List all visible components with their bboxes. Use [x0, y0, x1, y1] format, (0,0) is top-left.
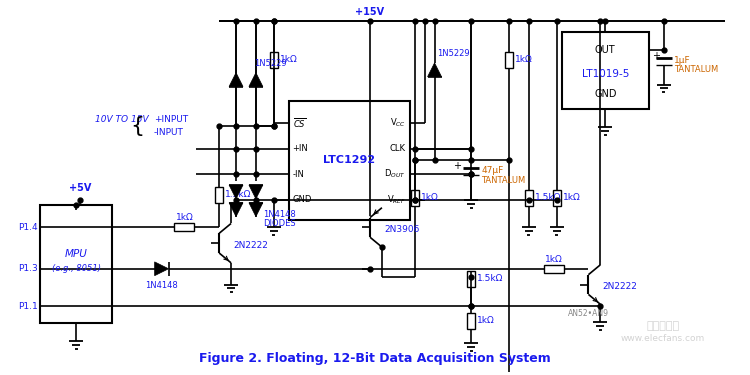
Bar [553, 190, 560, 206]
Polygon shape [229, 73, 243, 87]
Text: 1N5229: 1N5229 [254, 59, 286, 68]
Text: D$_{OUT}$: D$_{OUT}$ [384, 168, 406, 180]
Text: GND: GND [292, 195, 312, 204]
Text: www.elecfans.com: www.elecfans.com [621, 334, 705, 343]
Polygon shape [249, 203, 262, 217]
Text: 2N2222: 2N2222 [233, 241, 268, 250]
Bar [467, 313, 476, 329]
Text: AN52•AN9: AN52•AN9 [568, 309, 609, 318]
Bar [544, 265, 563, 273]
Text: 1kΩ: 1kΩ [421, 194, 439, 202]
Bar [270, 52, 278, 68]
Polygon shape [229, 203, 243, 217]
Text: P1.4: P1.4 [18, 223, 38, 232]
Polygon shape [249, 73, 262, 87]
Text: MPU: MPU [64, 249, 88, 259]
Text: +INPUT: +INPUT [154, 114, 188, 123]
Text: 1N4148: 1N4148 [262, 210, 296, 219]
Bar [562, 32, 649, 109]
Polygon shape [427, 63, 442, 76]
Text: Figure 2. Floating, 12-Bit Data Acquisition System: Figure 2. Floating, 12-Bit Data Acquisit… [200, 352, 550, 365]
Text: +: + [652, 51, 660, 61]
Text: 1kΩ: 1kΩ [562, 194, 580, 202]
Polygon shape [229, 185, 243, 199]
Text: 1.5kΩ: 1.5kΩ [477, 274, 503, 283]
Text: -INPUT: -INPUT [154, 128, 184, 137]
Text: 1.5kΩ: 1.5kΩ [535, 194, 561, 202]
Text: 1N4148: 1N4148 [146, 280, 178, 290]
Text: 10V TO 15V: 10V TO 15V [95, 114, 148, 123]
Text: +: + [453, 161, 461, 171]
Text: 1µF: 1µF [674, 56, 691, 65]
Text: TANTALUM: TANTALUM [674, 65, 718, 74]
Bar [467, 271, 476, 286]
Bar [289, 101, 410, 219]
Text: 1kΩ: 1kΩ [477, 316, 495, 326]
Text: 2N2222: 2N2222 [602, 282, 638, 291]
Text: P1.3: P1.3 [18, 264, 38, 273]
Text: CLK: CLK [390, 144, 406, 153]
Text: 电子发烧友: 电子发烧友 [646, 321, 680, 331]
Text: 1kΩ: 1kΩ [280, 56, 298, 64]
Text: 47µF: 47µF [482, 166, 503, 175]
Text: OUT: OUT [595, 45, 616, 55]
Text: 1.5kΩ: 1.5kΩ [225, 190, 251, 200]
Polygon shape [154, 262, 169, 276]
Text: 2N3906: 2N3906 [384, 225, 419, 234]
Text: V$_{CC}$: V$_{CC}$ [390, 117, 406, 129]
Text: TANTALUM: TANTALUM [482, 176, 526, 184]
Text: +15V: +15V [356, 7, 385, 16]
Bar [40, 205, 112, 323]
Bar [525, 190, 532, 206]
Text: LTC1292: LTC1292 [323, 155, 375, 165]
Text: P1.1: P1.1 [18, 302, 38, 311]
Text: LT1019-5: LT1019-5 [581, 69, 629, 79]
Text: V$_{REF}$: V$_{REF}$ [387, 194, 406, 206]
Bar [175, 224, 194, 231]
Text: DIODES: DIODES [262, 219, 296, 228]
Text: 1kΩ: 1kΩ [176, 213, 194, 222]
Text: 1kΩ: 1kΩ [515, 56, 532, 64]
Text: GND: GND [594, 89, 616, 99]
Bar [505, 52, 513, 68]
Text: $\overline{CS}$: $\overline{CS}$ [292, 116, 306, 130]
Bar [411, 190, 419, 206]
Text: +IN: +IN [292, 144, 308, 153]
Text: {: { [130, 116, 145, 136]
Polygon shape [249, 185, 262, 199]
Text: 1N5229: 1N5229 [437, 49, 470, 58]
Text: 1kΩ: 1kΩ [544, 255, 562, 264]
Text: +5V: +5V [69, 183, 92, 193]
Text: -IN: -IN [292, 170, 304, 179]
Bar [215, 187, 223, 203]
Text: (e.g., 8051): (e.g., 8051) [52, 264, 100, 273]
